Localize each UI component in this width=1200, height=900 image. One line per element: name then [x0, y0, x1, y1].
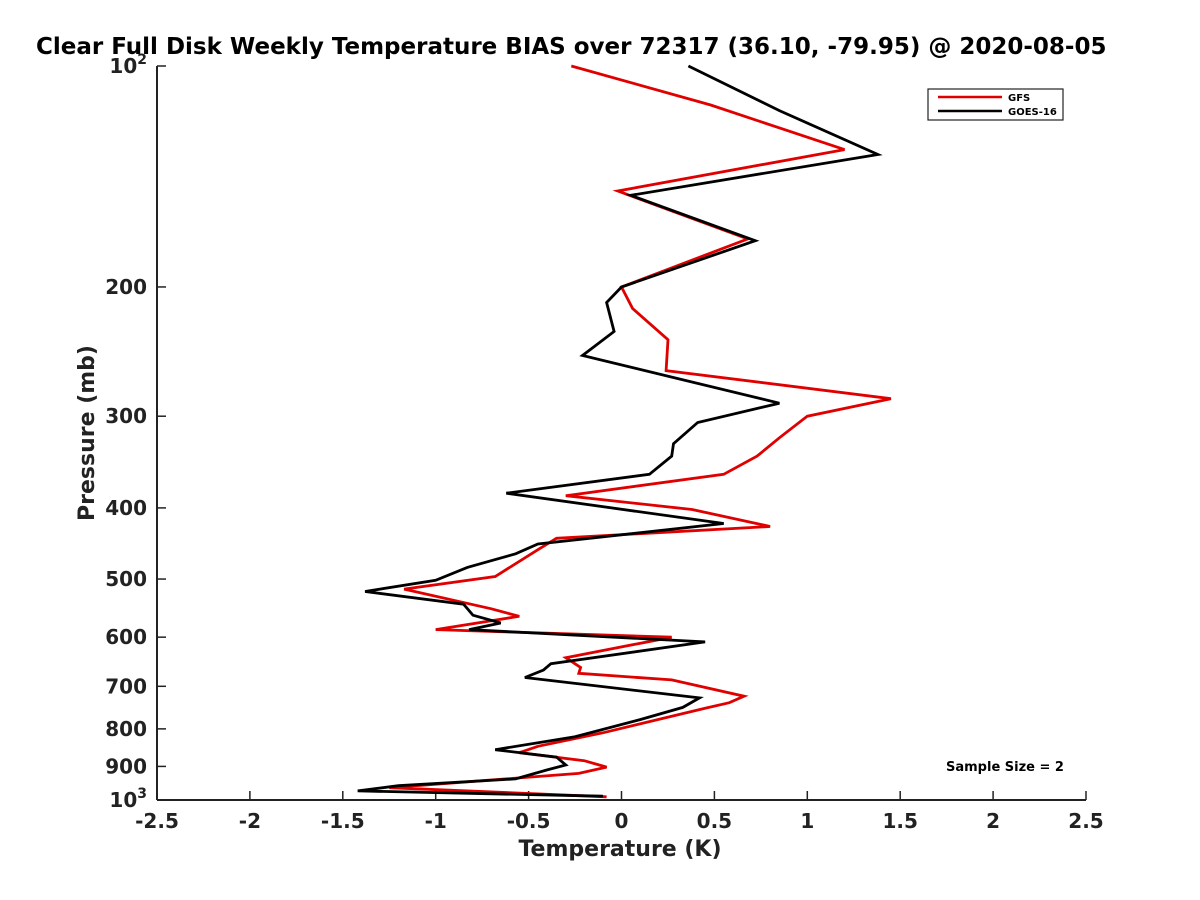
- x-tick-label: -2: [239, 809, 261, 833]
- legend: GFS GOES-16: [927, 88, 1064, 121]
- y-tick-label: 800: [105, 717, 147, 741]
- y-tick-label: 102: [109, 52, 147, 78]
- legend-label-goes16: GOES-16: [1008, 107, 1057, 118]
- legend-box: [927, 88, 1064, 121]
- chart-title: Clear Full Disk Weekly Temperature BIAS …: [36, 34, 1106, 60]
- x-tick-label: -2.5: [135, 809, 179, 833]
- x-tick-label: 1: [800, 809, 814, 833]
- series-layer: [357, 64, 892, 799]
- sample-size-note: Sample Size = 2: [946, 760, 1064, 775]
- series-line-gfs: [389, 64, 892, 799]
- y-tick-label: 600: [105, 625, 147, 649]
- x-ticks: -2.5 -2 -1.5 -1 -0.5 0 0.5 1 1.5 2 2.5: [135, 791, 1104, 833]
- y-tick-label: 900: [105, 754, 147, 778]
- y-tick-label: 300: [105, 404, 147, 428]
- y-tick-label: 200: [105, 275, 147, 299]
- y-tick-label: 400: [105, 496, 147, 520]
- x-tick-label: -0.5: [507, 809, 551, 833]
- y-tick-label: 500: [105, 567, 147, 591]
- y-ticks: 102 200 300 400 500 600 700 800 900 103: [105, 52, 166, 812]
- x-tick-label: -1.5: [321, 809, 365, 833]
- x-tick-label: 0.5: [697, 809, 732, 833]
- y-tick-label: 103: [109, 786, 147, 812]
- y-axis-title: Pressure (mb): [75, 345, 100, 521]
- x-tick-label: -1: [425, 809, 447, 833]
- series-line-goes16: [357, 64, 883, 798]
- legend-label-gfs: GFS: [1008, 93, 1030, 104]
- x-tick-label: 1.5: [882, 809, 917, 833]
- y-tick-label: 700: [105, 674, 147, 698]
- x-tick-label: 0: [615, 809, 629, 833]
- x-axis-title: Temperature (K): [518, 837, 721, 862]
- x-tick-label: 2.5: [1068, 809, 1103, 833]
- x-tick-label: 2: [986, 809, 1000, 833]
